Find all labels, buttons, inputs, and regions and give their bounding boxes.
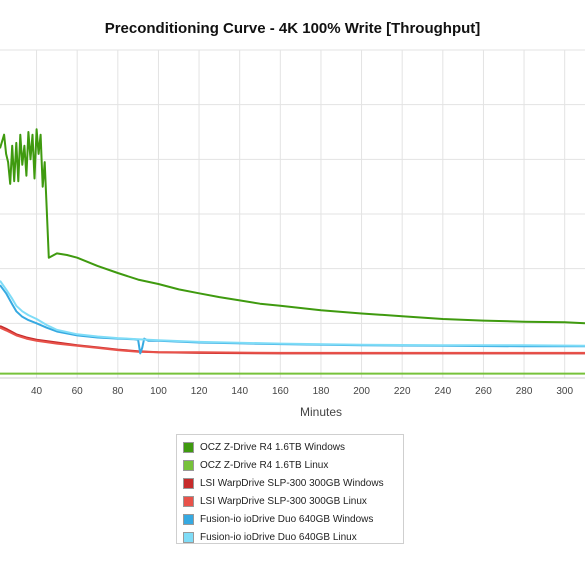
x-tick-labels: 40 60 80 100 120 140 160 180 200 220 240 260 280 300: [31, 386, 573, 397]
x-tick-label: 160: [272, 386, 289, 397]
legend-swatch: [183, 513, 194, 525]
x-tick-label: 280: [516, 386, 533, 397]
series-line-4: [0, 326, 585, 354]
legend-item[interactable]: OCZ Z-Drive R4 1.6TB Windows: [183, 438, 403, 456]
legend-swatch: [183, 495, 194, 507]
legend-label: Fusion-io ioDrive Duo 640GB Linux: [200, 531, 357, 543]
x-tick-label: 260: [475, 386, 492, 397]
series-line-6: [0, 280, 585, 347]
x-tick-label: 180: [313, 386, 330, 397]
chart-plot: 40 60 80 100 120 140 160 180 200 220 240 260 280 300 …: [0, 49, 585, 419]
grid-lines: [0, 49, 585, 379]
legend-label: OCZ Z-Drive R4 1.6TB Windows: [200, 441, 346, 453]
x-tick-label: 100: [150, 386, 167, 397]
x-axis-label: Minutes: [300, 405, 342, 419]
legend-label: LSI WarpDrive SLP-300 300GB Windows: [200, 477, 384, 489]
legend-item[interactable]: LSI WarpDrive SLP-300 300GB Linux: [183, 492, 403, 510]
legend-swatch: [183, 477, 194, 489]
legend-swatch: [183, 441, 194, 453]
legend-label: OCZ Z-Drive R4 1.6TB Linux: [200, 459, 329, 471]
x-tick-label: 120: [191, 386, 208, 397]
x-tick-label: 140: [231, 386, 248, 397]
x-tick-label: 200: [353, 386, 370, 397]
chart-title: Preconditioning Curve - 4K 100% Write [T…: [104, 20, 481, 37]
legend-item[interactable]: Fusion-io ioDrive Duo 640GB Windows: [183, 510, 403, 528]
legend-item[interactable]: Fusion-io ioDrive Duo 640GB Linux: [183, 528, 403, 546]
x-tick-label: 240: [434, 386, 451, 397]
x-tick-label: 60: [72, 386, 84, 397]
x-tick-label: 80: [112, 386, 124, 397]
series-line-1: [0, 128, 585, 325]
x-tick-label: 220: [394, 386, 411, 397]
legend: OCZ Z-Drive R4 1.6TB Windows OCZ Z-Drive …: [176, 434, 404, 544]
series-lines: [0, 128, 585, 375]
series-line-3: [0, 325, 585, 355]
legend-item[interactable]: OCZ Z-Drive R4 1.6TB Linux: [183, 456, 403, 474]
legend-swatch: [183, 459, 194, 471]
legend-item[interactable]: LSI WarpDrive SLP-300 300GB Windows: [183, 474, 403, 492]
legend-label: LSI WarpDrive SLP-300 300GB Linux: [200, 495, 367, 507]
x-tick-label: 300: [556, 386, 573, 397]
x-tick-label: 40: [31, 386, 43, 397]
legend-label: Fusion-io ioDrive Duo 640GB Windows: [200, 513, 374, 525]
legend-swatch: [183, 531, 194, 543]
